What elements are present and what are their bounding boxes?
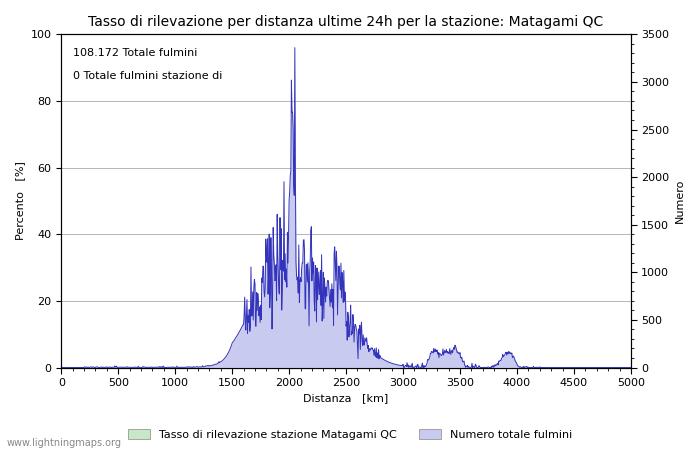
Title: Tasso di rilevazione per distanza ultime 24h per la stazione: Matagami QC: Tasso di rilevazione per distanza ultime… [88, 15, 603, 29]
Text: www.lightningmaps.org: www.lightningmaps.org [7, 438, 122, 448]
Y-axis label: Percento   [%]: Percento [%] [15, 162, 25, 240]
Legend: Tasso di rilevazione stazione Matagami QC, Numero totale fulmini: Tasso di rilevazione stazione Matagami Q… [123, 425, 577, 445]
X-axis label: Distanza   [km]: Distanza [km] [304, 393, 389, 404]
Text: 108.172 Totale fulmini: 108.172 Totale fulmini [73, 48, 197, 58]
Y-axis label: Numero: Numero [675, 179, 685, 223]
Text: 0 Totale fulmini stazione di: 0 Totale fulmini stazione di [73, 71, 222, 81]
